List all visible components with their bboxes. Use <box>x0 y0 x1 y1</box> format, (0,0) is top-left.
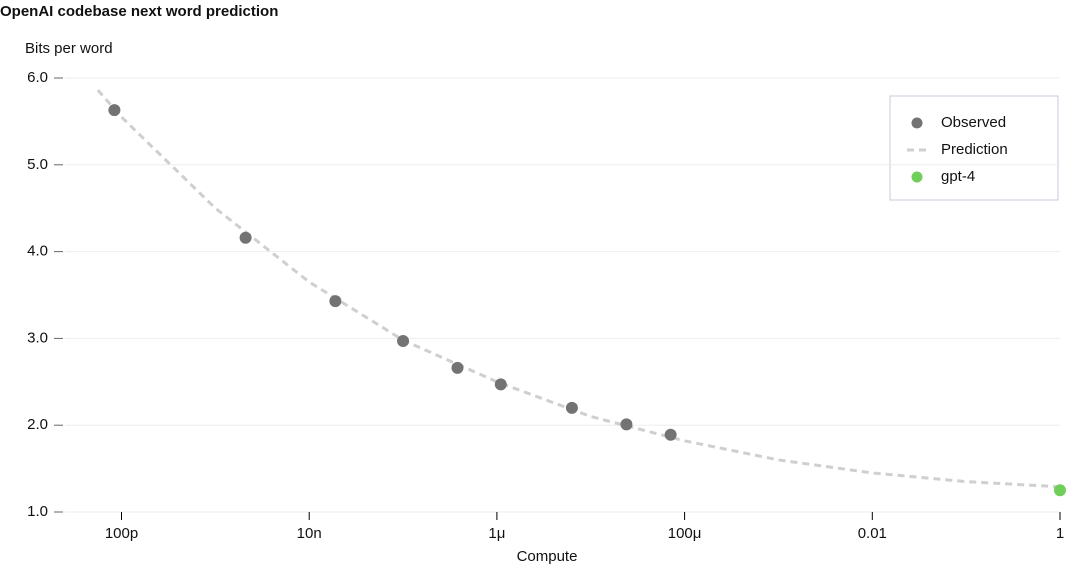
legend-label: Observed <box>941 114 1006 131</box>
legend-swatch <box>911 171 923 183</box>
data-point <box>1054 484 1066 497</box>
legend-swatch <box>911 117 923 129</box>
x-tick-label: 0.01 <box>858 525 887 542</box>
x-tick-label: 1μ <box>488 525 505 542</box>
chart-title: OpenAI codebase next word prediction <box>0 3 278 20</box>
prediction-line <box>96 89 1061 489</box>
y-tick-label: 3.0 <box>27 329 48 346</box>
y-tick-label: 4.0 <box>27 243 48 260</box>
data-point <box>664 428 677 441</box>
x-tick-label: 100μ <box>668 525 702 542</box>
data-point <box>494 378 507 391</box>
x-tick-label: 100p <box>105 525 138 542</box>
data-point <box>329 295 342 308</box>
y-tick-label: 1.0 <box>27 503 48 520</box>
y-tick-label: 2.0 <box>27 416 48 433</box>
data-point <box>108 104 121 117</box>
data-point <box>565 401 578 414</box>
x-axis-label: Compute <box>517 548 578 565</box>
data-point <box>451 361 464 374</box>
data-point <box>397 335 410 348</box>
y-tick-label: 5.0 <box>27 156 48 173</box>
legend-label: Prediction <box>941 141 1008 158</box>
x-tick-label: 10n <box>297 525 322 542</box>
data-point <box>620 418 633 431</box>
legend <box>889 95 1059 201</box>
y-tick-label: 6.0 <box>27 69 48 86</box>
data-point <box>239 231 252 244</box>
legend-label: gpt-4 <box>941 168 975 185</box>
y-axis-label: Bits per word <box>25 40 113 57</box>
x-tick-label: 1 <box>1056 525 1064 542</box>
